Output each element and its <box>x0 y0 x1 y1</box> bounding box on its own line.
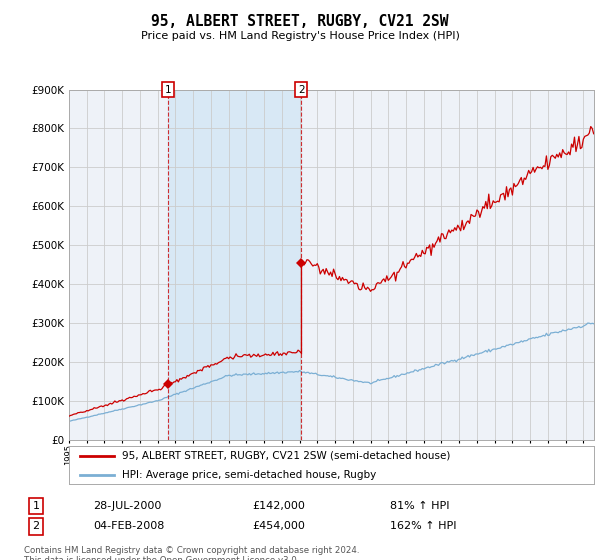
Text: 2: 2 <box>298 85 304 95</box>
Text: 162% ↑ HPI: 162% ↑ HPI <box>390 521 457 531</box>
Text: 1: 1 <box>164 85 171 95</box>
Text: 95, ALBERT STREET, RUGBY, CV21 2SW (semi-detached house): 95, ALBERT STREET, RUGBY, CV21 2SW (semi… <box>121 451 450 461</box>
Text: HPI: Average price, semi-detached house, Rugby: HPI: Average price, semi-detached house,… <box>121 470 376 480</box>
Text: 04-FEB-2008: 04-FEB-2008 <box>93 521 164 531</box>
Text: 81% ↑ HPI: 81% ↑ HPI <box>390 501 449 511</box>
Text: £454,000: £454,000 <box>252 521 305 531</box>
Text: 28-JUL-2000: 28-JUL-2000 <box>93 501 161 511</box>
Text: £142,000: £142,000 <box>252 501 305 511</box>
Text: 1: 1 <box>32 501 40 511</box>
Text: 2: 2 <box>32 521 40 531</box>
Text: Price paid vs. HM Land Registry's House Price Index (HPI): Price paid vs. HM Land Registry's House … <box>140 31 460 41</box>
Text: 95, ALBERT STREET, RUGBY, CV21 2SW: 95, ALBERT STREET, RUGBY, CV21 2SW <box>151 14 449 29</box>
Text: Contains HM Land Registry data © Crown copyright and database right 2024.
This d: Contains HM Land Registry data © Crown c… <box>24 546 359 560</box>
Bar <box>168 90 301 440</box>
